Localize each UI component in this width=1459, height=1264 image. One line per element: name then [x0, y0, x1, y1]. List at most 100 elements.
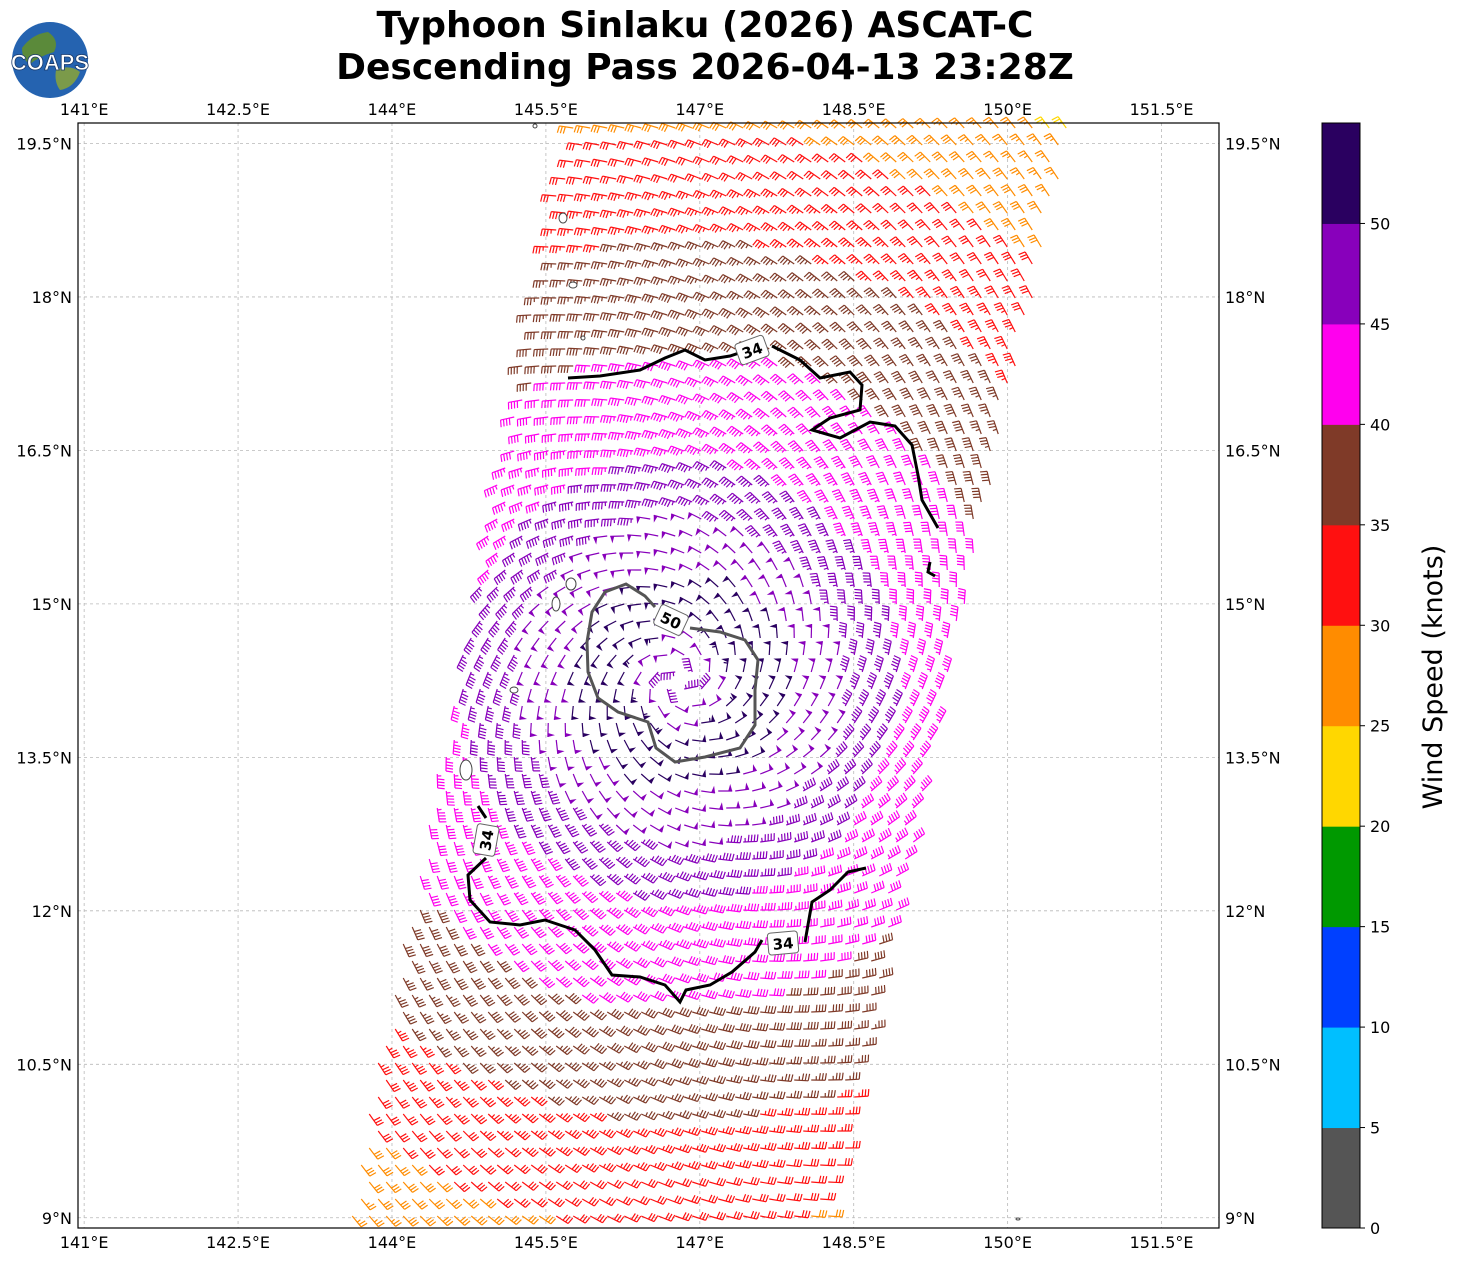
barb-flag — [833, 491, 841, 496]
barb-flag — [625, 381, 629, 389]
barb-flag — [556, 194, 560, 202]
barb-flag — [590, 364, 594, 372]
barb-flag — [914, 117, 921, 124]
barb-half-flag — [849, 550, 854, 553]
wind-barb — [897, 252, 914, 265]
wind-barb — [747, 558, 761, 571]
barb-flag — [552, 314, 555, 322]
wind-barb — [977, 369, 991, 384]
barb-flag — [936, 324, 944, 329]
barb-staff — [602, 552, 617, 556]
barb-half-flag — [730, 415, 735, 420]
wind-barb — [906, 269, 923, 282]
wind-barb — [701, 510, 719, 523]
barb-flag — [590, 227, 595, 235]
wind-barb — [779, 490, 795, 504]
barb-half-flag — [866, 516, 871, 520]
barb-half-flag — [736, 193, 740, 198]
barb-flag — [616, 141, 621, 149]
barb-half-flag — [975, 361, 980, 364]
wind-barb — [633, 447, 651, 457]
barb-staff — [852, 321, 863, 333]
barb-flag — [653, 175, 658, 183]
barb-flag — [613, 432, 617, 441]
wind-barb — [599, 346, 617, 356]
barb-flag — [675, 380, 681, 388]
barb-flag — [617, 501, 620, 509]
barb-flag — [767, 531, 775, 536]
barb-flag — [658, 395, 663, 403]
barb-flag — [952, 189, 960, 195]
barb-flag — [528, 505, 531, 513]
barb-staff — [869, 287, 880, 299]
wind-barb — [551, 518, 566, 530]
barb-flag — [624, 158, 629, 166]
barb-pennant — [602, 554, 607, 562]
barb-flag — [919, 358, 927, 363]
barb-flag — [754, 207, 761, 214]
barb-flag — [644, 124, 649, 132]
barb-flag — [622, 313, 626, 321]
barb-flag — [985, 352, 993, 357]
barb-flag — [630, 125, 635, 133]
barb-flag — [1019, 118, 1026, 124]
barb-flag — [726, 155, 732, 162]
barb-flag — [898, 320, 906, 325]
barb-flag — [826, 477, 834, 482]
barb-flag — [711, 360, 717, 367]
barb-flag — [684, 207, 689, 215]
barb-half-flag — [660, 279, 664, 284]
barb-flag — [711, 224, 717, 232]
wind-barb — [940, 201, 957, 214]
barb-flag — [616, 380, 621, 388]
barb-flag — [927, 471, 936, 474]
barb-flag — [892, 339, 899, 345]
barb-flag — [865, 154, 872, 161]
barb-flag — [509, 542, 513, 550]
barb-flag — [508, 507, 512, 515]
barb-flag — [560, 331, 563, 339]
barb-half-flag — [832, 550, 837, 554]
barb-half-flag — [601, 263, 603, 268]
barb-flag — [826, 511, 834, 515]
wind-barb — [670, 547, 685, 556]
wind-barb — [795, 423, 812, 435]
barb-flag — [492, 542, 497, 550]
barb-staff — [952, 505, 957, 520]
barb-flag — [499, 469, 503, 477]
barb-flag — [906, 168, 913, 174]
wind-barb — [840, 472, 855, 486]
barb-half-flag — [503, 536, 507, 541]
wind-barb — [607, 294, 625, 304]
barb-half-flag — [654, 467, 657, 472]
wind-barb — [891, 404, 906, 418]
barb-staff — [538, 620, 549, 632]
wind-barb — [616, 482, 634, 492]
wind-barb — [607, 397, 625, 407]
barb-flag — [898, 286, 905, 292]
barb-flag — [979, 341, 987, 345]
barb-flag — [782, 495, 790, 500]
wind-barb — [616, 277, 634, 287]
wind-barb — [760, 390, 778, 403]
barb-flag — [591, 314, 595, 322]
barb-flag — [726, 312, 732, 319]
barb-flag — [968, 220, 975, 226]
wind-barb — [729, 525, 744, 537]
wind-barb — [567, 450, 583, 459]
barb-flag — [607, 226, 612, 234]
barb-flag — [965, 117, 973, 123]
barb-half-flag — [651, 228, 655, 233]
barb-flag — [714, 294, 720, 301]
barb-flag — [667, 479, 672, 487]
barb-flag — [613, 262, 617, 270]
barb-flag — [552, 348, 555, 357]
barb-flag — [928, 440, 936, 444]
wind-barb — [916, 353, 931, 367]
barb-flag — [607, 397, 611, 405]
barb-flag — [985, 220, 993, 225]
barb-flag — [683, 397, 689, 405]
barb-staff — [799, 153, 812, 163]
barb-half-flag — [964, 138, 969, 143]
wind-barb — [975, 167, 991, 180]
